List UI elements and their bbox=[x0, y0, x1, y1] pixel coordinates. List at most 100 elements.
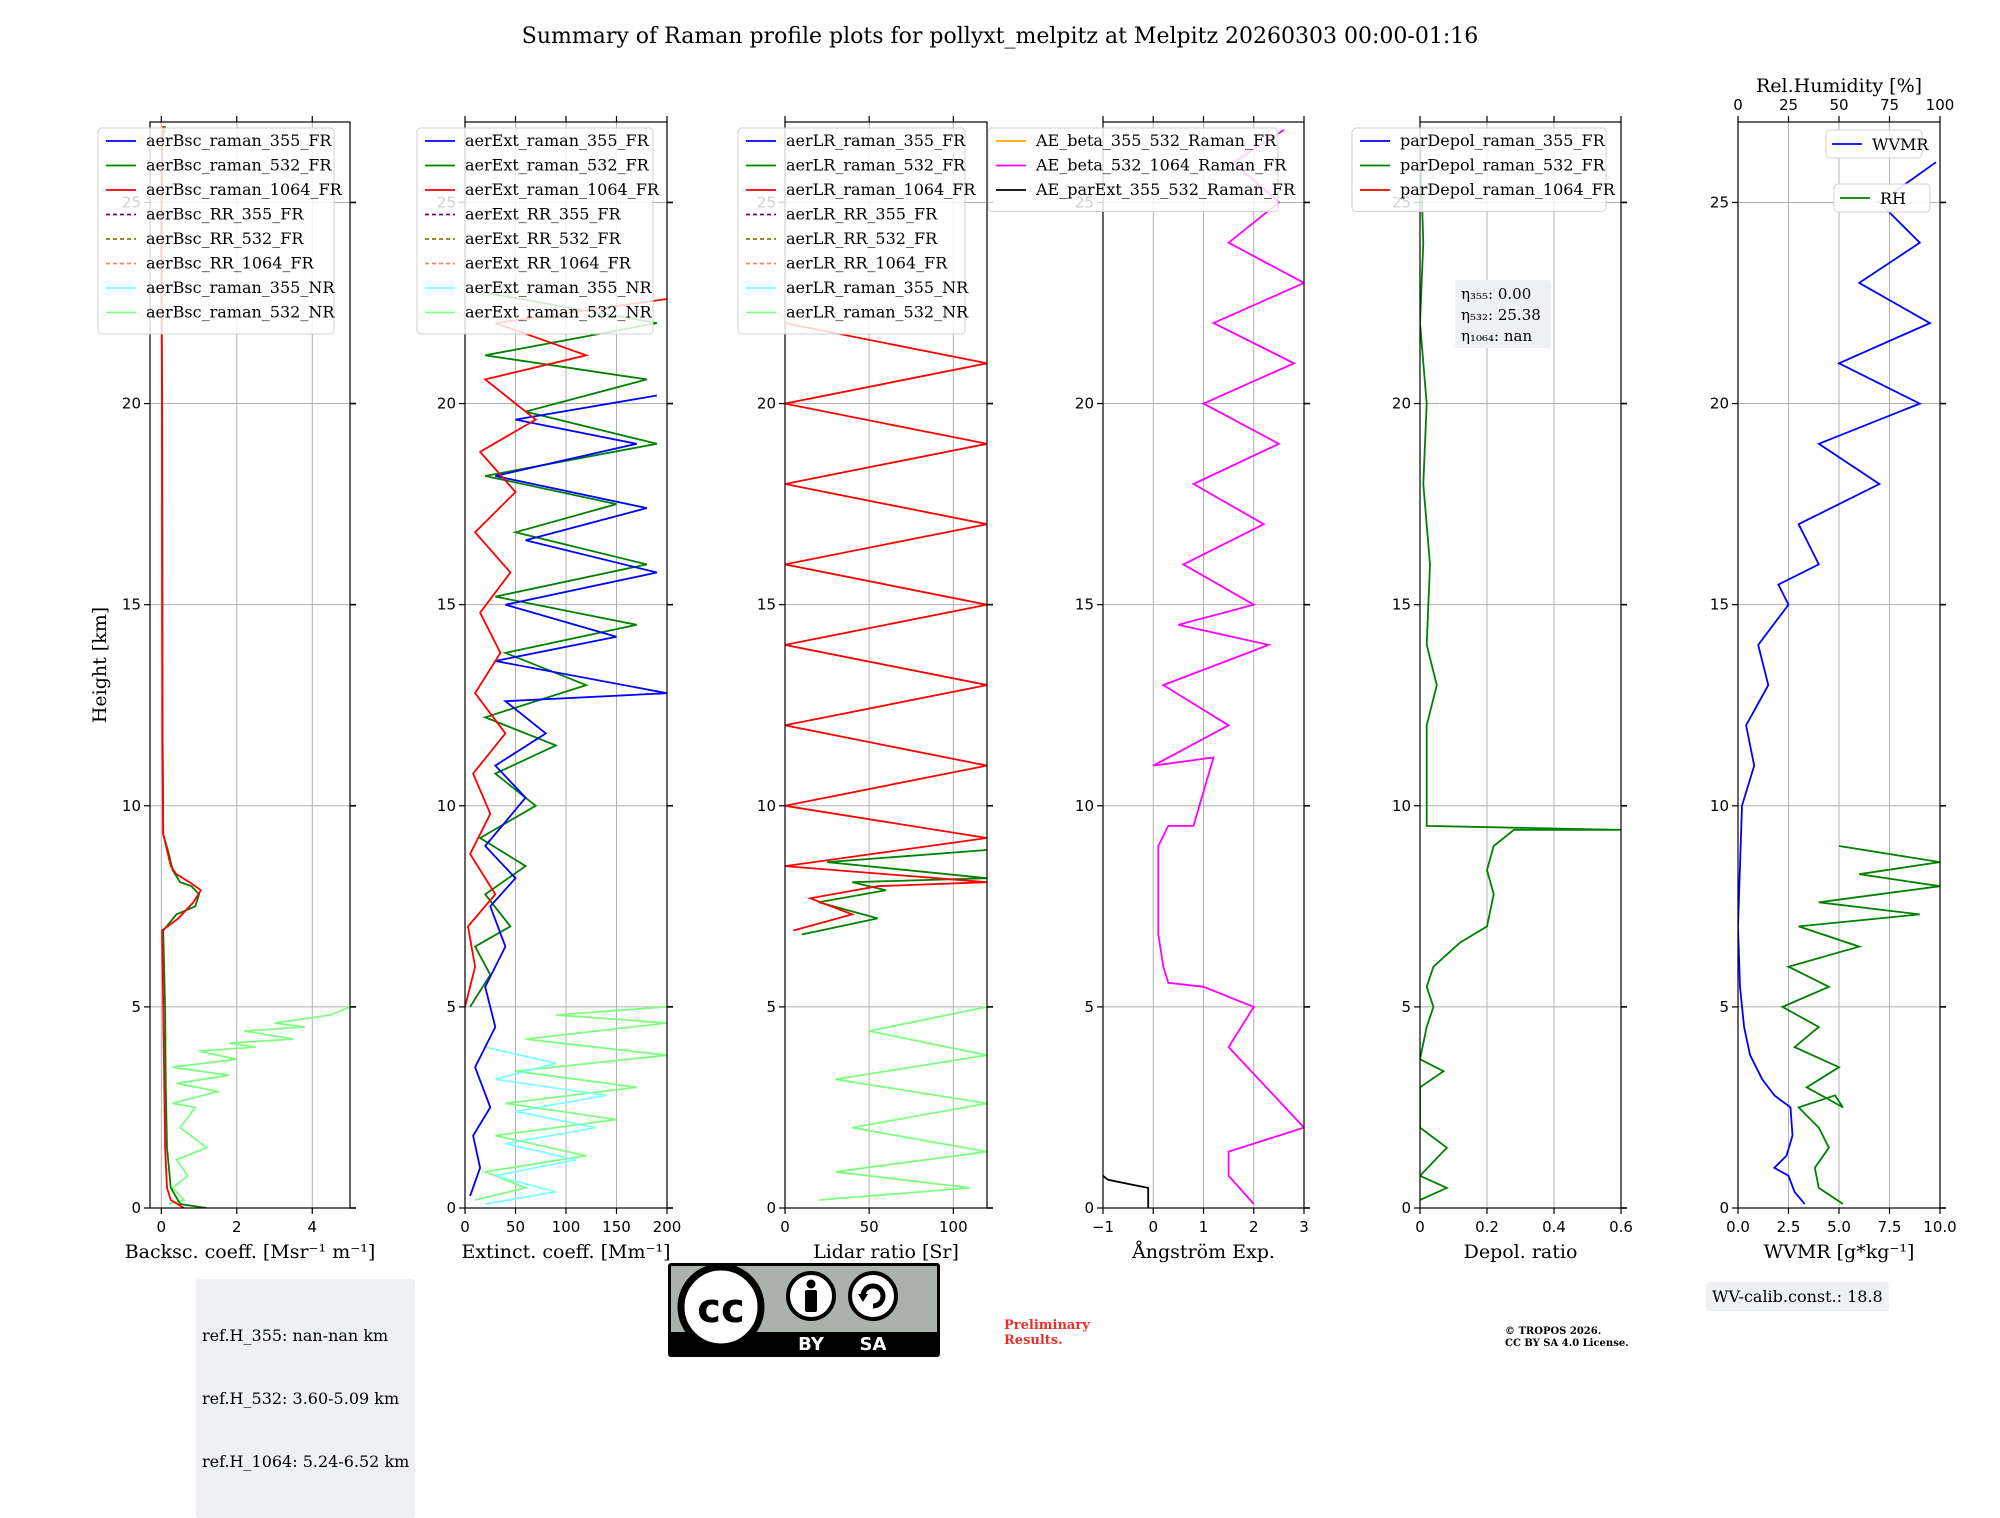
x-axis-label: Extinct. coeff. [Mm⁻¹] bbox=[461, 1241, 670, 1263]
x-tick-label: 50 bbox=[860, 1218, 879, 1236]
x-tick-label: 7.5 bbox=[1878, 1218, 1902, 1236]
y-tick-label: 5 bbox=[1719, 998, 1729, 1016]
legend-entry: parDepol_raman_532_FR bbox=[1400, 156, 1606, 175]
x2-tick-label: 0 bbox=[1733, 96, 1743, 114]
x-tick-label: −1 bbox=[1092, 1218, 1114, 1236]
y-tick-label: 15 bbox=[757, 596, 776, 614]
legend-entry: aerLR_raman_355_FR bbox=[786, 131, 966, 150]
series-line-aerBsc_raman_1064_FR bbox=[160, 125, 203, 1208]
series-line-AE_beta_532_1064_Raman_FR bbox=[1152, 129, 1304, 1205]
x-tick-label: 150 bbox=[602, 1218, 631, 1236]
x2-tick-label: 50 bbox=[1829, 96, 1848, 114]
legend-entry: AE_parExt_355_532_Raman_FR bbox=[1035, 180, 1296, 199]
x-tick-label: 50 bbox=[506, 1218, 525, 1236]
x-axis-label: WVMR [g*kg⁻¹] bbox=[1764, 1241, 1915, 1263]
x-tick-label: 10.0 bbox=[1923, 1218, 1956, 1236]
legend-entry: aerBsc_RR_1064_FR bbox=[146, 254, 315, 273]
y-tick-label: 20 bbox=[437, 395, 456, 413]
y-tick-label: 10 bbox=[1710, 797, 1729, 815]
x-tick-label: 0.0 bbox=[1726, 1218, 1750, 1236]
legend-entry: aerLR_raman_1064_FR bbox=[786, 180, 976, 199]
ref-height-355: ref.H_355: nan-nan km bbox=[202, 1326, 389, 1345]
y-tick-label: 20 bbox=[1075, 395, 1094, 413]
cc-logo-text: cc bbox=[697, 1286, 744, 1332]
copyright-line-2: CC BY SA 4.0 License. bbox=[1505, 1338, 1629, 1349]
x-tick-label: 2 bbox=[232, 1218, 242, 1236]
x2-tick-label: 75 bbox=[1880, 96, 1899, 114]
copyright-note: © TROPOS 2026. CC BY SA 4.0 License. bbox=[1505, 1326, 1629, 1350]
x-tick-label: 0 bbox=[157, 1218, 167, 1236]
series-line-aerBsc_raman_532_NR bbox=[168, 1006, 350, 1205]
series-line-aerExt_raman_532_NR bbox=[474, 1006, 667, 1201]
legend-entry: aerBsc_RR_355_FR bbox=[146, 205, 304, 224]
y-tick-label: 10 bbox=[122, 797, 141, 815]
x2-axis-label: Rel.Humidity [%] bbox=[1756, 75, 1922, 97]
legend-entry: aerExt_raman_532_FR bbox=[465, 156, 650, 175]
y-tick-label: 0 bbox=[1084, 1199, 1094, 1217]
y-tick-label: 0 bbox=[1401, 1199, 1411, 1217]
x-tick-label: 0 bbox=[780, 1218, 790, 1236]
legend-entry: aerLR_RR_1064_FR bbox=[786, 254, 948, 273]
x-axis-label: Depol. ratio bbox=[1464, 1241, 1578, 1263]
y-tick-label: 0 bbox=[446, 1199, 456, 1217]
y-tick-label: 15 bbox=[1392, 596, 1411, 614]
plot-frame bbox=[149, 121, 351, 1209]
x2-tick-label: 100 bbox=[1926, 96, 1955, 114]
x-tick-label: 0.2 bbox=[1475, 1218, 1499, 1236]
x-axis-label: Lidar ratio [Sr] bbox=[813, 1241, 959, 1263]
cc-logo-icon bbox=[677, 1263, 765, 1351]
legend-entry: aerLR_raman_532_NR bbox=[786, 303, 969, 322]
y-tick-label: 15 bbox=[437, 596, 456, 614]
legend-entry: aerBsc_raman_1064_FR bbox=[146, 180, 343, 199]
legend-entry: parDepol_raman_1064_FR bbox=[1400, 180, 1616, 199]
share-alike-icon bbox=[848, 1271, 898, 1321]
legend-box bbox=[1351, 127, 1607, 212]
legend-entry: aerExt_raman_355_FR bbox=[465, 131, 650, 150]
y-tick-label: 20 bbox=[1392, 395, 1411, 413]
y-tick-label: 10 bbox=[757, 797, 776, 815]
y-tick-label: 0 bbox=[131, 1199, 141, 1217]
figure-canvas: Summary of Raman profile plots for polly… bbox=[89, 24, 1957, 1518]
legend-entry: aerBsc_raman_532_FR bbox=[146, 156, 332, 175]
y-tick-label: 15 bbox=[122, 596, 141, 614]
x-tick-label: 5.0 bbox=[1827, 1218, 1851, 1236]
legend-entry: aerLR_RR_532_FR bbox=[786, 229, 938, 248]
y-tick-label: 5 bbox=[446, 998, 456, 1016]
plot-frame bbox=[1419, 121, 1622, 1209]
x-axis-label: Backsc. coeff. [Msr⁻¹ m⁻¹] bbox=[125, 1241, 376, 1263]
y-tick-label: 10 bbox=[1392, 797, 1411, 815]
y-tick-label: 25 bbox=[1710, 193, 1729, 211]
figure-title: Summary of Raman profile plots for polly… bbox=[522, 24, 1479, 49]
legend-entry: RH bbox=[1880, 189, 1906, 208]
y-tick-label: 20 bbox=[122, 395, 141, 413]
y-tick-label: 0 bbox=[766, 1199, 776, 1217]
series-line-aerLR_raman_532_NR bbox=[818, 1006, 987, 1201]
x-tick-label: 1 bbox=[1199, 1218, 1209, 1236]
y-tick-label: 10 bbox=[437, 797, 456, 815]
license-by-label: BY bbox=[798, 1334, 825, 1355]
x-tick-label: 0 bbox=[1148, 1218, 1158, 1236]
legend-box bbox=[987, 127, 1279, 212]
license-sa-label: SA bbox=[860, 1334, 887, 1355]
y-tick-label: 20 bbox=[1710, 395, 1729, 413]
legend-entry: aerBsc_raman_532_NR bbox=[146, 303, 335, 322]
legend-entry: aerExt_RR_355_FR bbox=[465, 205, 622, 224]
preliminary-results-note: Preliminary Results. bbox=[1004, 1318, 1090, 1348]
reference-height-box: ref.H_355: nan-nan km ref.H_532: 3.60-5.… bbox=[196, 1279, 416, 1518]
y-tick-label: 5 bbox=[1401, 998, 1411, 1016]
cc-by-sa-license-badge: cc BY SA bbox=[668, 1263, 940, 1357]
preliminary-line-1: Preliminary bbox=[1004, 1318, 1090, 1333]
eta-annotation-line: η₁₀₆₄: nan bbox=[1461, 327, 1532, 345]
series-line-aerExt_raman_355_NR bbox=[485, 1046, 607, 1205]
eta-annotation-line: η₅₃₂: 25.38 bbox=[1461, 306, 1541, 324]
legend-box bbox=[1825, 129, 1923, 159]
legend-entry: aerExt_RR_1064_FR bbox=[465, 254, 632, 273]
legend-entry: aerBsc_raman_355_FR bbox=[146, 131, 332, 150]
legend-entry: aerLR_raman_355_NR bbox=[786, 278, 969, 297]
y-tick-label: 15 bbox=[1710, 596, 1729, 614]
x-tick-label: 100 bbox=[939, 1218, 968, 1236]
plot-frame bbox=[784, 121, 988, 1209]
y-tick-label: 0 bbox=[1719, 1199, 1729, 1217]
legend-entry: aerExt_raman_532_NR bbox=[465, 303, 653, 322]
legend-entry: aerBsc_RR_532_FR bbox=[146, 229, 304, 248]
